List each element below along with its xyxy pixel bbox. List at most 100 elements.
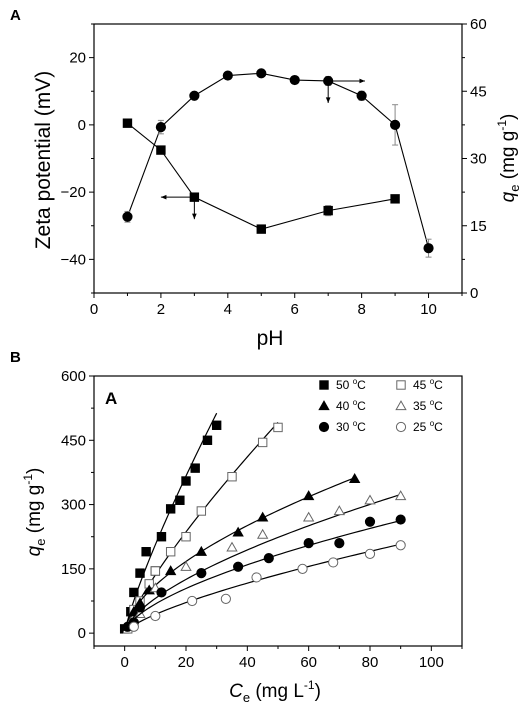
panel-a-series-0-point <box>323 205 333 216</box>
panel-b-fit-1 <box>125 422 279 630</box>
panel-b-xtick-label: 60 <box>300 654 317 671</box>
panel-b-series-5-point <box>150 610 161 622</box>
panel-b-series-4-point <box>233 561 244 572</box>
panel-a-xtick-label: 0 <box>90 301 98 318</box>
panel-a-series-1-point <box>356 90 367 101</box>
legend-marker-3 <box>395 400 407 411</box>
panel-b-xtick-label: 0 <box>120 654 128 671</box>
panel-a-xtick-label: 4 <box>224 301 232 318</box>
panel-b-series-0-point <box>141 547 151 557</box>
panel-b-series-4-point <box>364 516 376 527</box>
panel-a-ytick-right-label: 45 <box>470 83 487 100</box>
panel-a-series-1-line <box>126 72 430 249</box>
legend-marker-2 <box>318 400 330 411</box>
panel-a-xlabel: pH <box>257 327 284 350</box>
panel-b-series-1-point <box>150 566 161 576</box>
panel-b-series-5-point <box>395 540 406 551</box>
panel-a-ylabel-left: Zeta potential (mV) <box>32 71 55 250</box>
panel-b-fit-4 <box>125 520 401 631</box>
panel-b-series-5-point <box>187 595 198 607</box>
panel-b-series-3-point <box>394 490 407 501</box>
panel-a-xtick-label: 2 <box>157 301 165 318</box>
panel-b-legend: 50 oC 45 oC 40 oC 35 oC 30 oC 25 oC <box>318 377 443 434</box>
panel-a-ytick-right-label: 0 <box>470 285 478 302</box>
panel-a-series-1-point <box>256 68 267 79</box>
panel-b-series-0-point <box>129 587 139 598</box>
panel-a: A pH Zeta potential (mV) qe (mg g-1) 0 2 4… <box>10 7 522 350</box>
panel-b-series-2-point <box>302 490 315 501</box>
panel-b-xtick-label: 100 <box>419 654 444 671</box>
panel-b-series-5-point <box>128 621 139 632</box>
panel-b-series-2-point <box>348 473 361 483</box>
panel-b-series-2-point <box>128 605 140 616</box>
panel-b-xtick-label: 20 <box>178 654 195 671</box>
legend-label-2: 40 oC <box>336 398 366 413</box>
panel-a-series-0-point <box>256 224 266 234</box>
panel-b-series-3-point <box>333 505 346 516</box>
panel-b-series-5-point <box>251 572 262 583</box>
panel-b-xtick-label: 40 <box>239 654 256 671</box>
panel-a-ytick-left-label: −40 <box>61 251 86 268</box>
panel-a-series-1-point <box>122 211 133 222</box>
panel-b-series-0-point <box>202 435 213 445</box>
panel-b-ytick-label: 0 <box>78 625 86 642</box>
panel-a-ytick-left-label: 20 <box>69 50 86 67</box>
panel-a-ytick-left-label: 0 <box>78 117 86 134</box>
panel-b-series-3-point <box>226 541 238 552</box>
panel-b-series-4-point <box>303 538 314 549</box>
panel-b-series-0-point <box>211 420 222 430</box>
panel-b-series-0-point <box>156 532 167 542</box>
panel-b-series-4-point <box>156 587 167 598</box>
panel-b-series-5-point <box>364 548 376 559</box>
panel-b-ytick-label: 450 <box>61 432 86 449</box>
panel-a-series-0-point <box>156 145 166 155</box>
panel-a-series-0-line <box>127 122 396 230</box>
panel-b-series-4-point <box>334 538 345 549</box>
panel-b-series-2-point <box>164 565 177 576</box>
legend-marker-4 <box>318 421 330 433</box>
panel-b-series-1-point <box>273 422 283 433</box>
panel-b-series-3-point <box>302 511 315 522</box>
panel-a-letter: A <box>10 7 21 24</box>
panel-b-series-2-point <box>232 526 244 537</box>
panel-a-arrow-down-right-head <box>325 97 331 103</box>
legend-marker-5 <box>395 421 407 433</box>
panel-b-series-4-point <box>196 568 207 579</box>
panel-b-series-0-point <box>135 568 145 578</box>
panel-a-series-1-point <box>189 90 200 101</box>
legend-label-5: 25 oC <box>413 419 443 434</box>
panel-a-ytick-right-label: 60 <box>470 16 487 33</box>
panel-b-series-4-point <box>134 602 146 613</box>
panel-b-series-5-point <box>297 563 308 574</box>
legend-marker-0 <box>319 380 329 390</box>
panel-a-series-0-point <box>390 194 400 204</box>
panel-a-series-1-point <box>423 243 434 254</box>
panel-b-series-4-point <box>395 514 406 525</box>
panel-b-series-1-point <box>257 437 268 448</box>
panel-b-ytick-label: 300 <box>61 497 86 514</box>
panel-a-series-0-point <box>122 118 133 128</box>
legend-label-4: 30 oC <box>336 419 366 434</box>
panel-b-series-2-point <box>256 511 269 522</box>
panel-b-xlabel: Ce (mg L-1) <box>229 678 321 704</box>
panel-b-ylabel: qe (mg g-1) <box>21 468 48 557</box>
panel-b-series-5-point <box>220 593 231 604</box>
panel-b-fit-5 <box>125 543 401 633</box>
panel-a-xtick-label: 10 <box>420 301 437 318</box>
panel-b-series-3-point <box>180 560 192 571</box>
panel-a-ytick-right-label: 30 <box>470 151 487 168</box>
panel-a-series-1-point <box>389 119 401 130</box>
panel-b-fit-3 <box>125 493 401 630</box>
panel-b-xtick-label: 80 <box>362 654 379 671</box>
panel-b-series-3-point <box>256 528 269 539</box>
panel-a-series-1-point <box>289 74 300 86</box>
panel-b-series-2-point <box>195 545 208 556</box>
panel-b: B A Ce (mg L-1) qe (mg g-1) 0 20 40 60 80 100… <box>10 349 463 704</box>
panel-b-inner-letter: A <box>105 389 117 408</box>
panel-b-series-1-point <box>227 472 237 482</box>
panel-b-letter: B <box>10 349 21 366</box>
panel-b-series-1-point <box>181 532 191 542</box>
legend-label-1: 45 oC <box>413 377 443 392</box>
legend-marker-1 <box>396 380 406 390</box>
